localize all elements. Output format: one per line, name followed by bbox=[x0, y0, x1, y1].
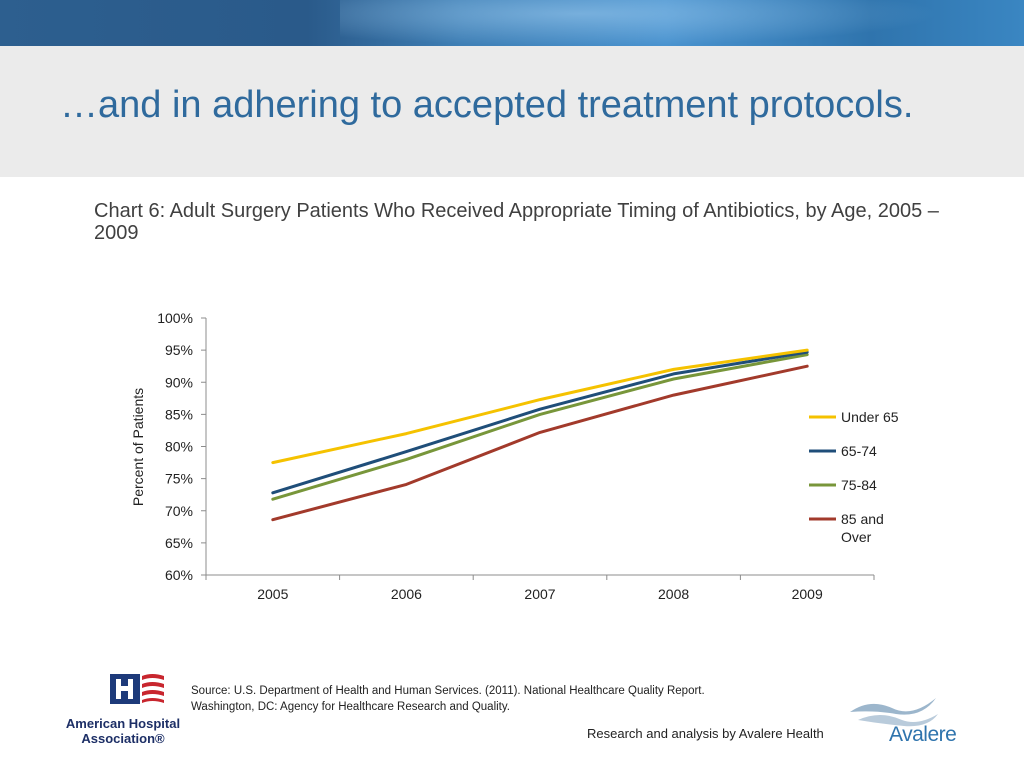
aha-name: American Hospital Association® bbox=[65, 716, 181, 746]
avalere-wave-icon bbox=[850, 698, 938, 727]
slide-title: …and in adhering to accepted treatment p… bbox=[60, 84, 914, 126]
series-line-75-84 bbox=[271, 353, 809, 501]
x-tick-label: 2008 bbox=[658, 586, 689, 602]
y-tick-label: 85% bbox=[165, 406, 193, 422]
y-tick-label: 60% bbox=[165, 567, 193, 583]
chart-title: Chart 6: Adult Surgery Patients Who Rece… bbox=[94, 200, 939, 244]
y-tick-label: 95% bbox=[165, 342, 193, 358]
source-line-1: Source: U.S. Department of Health and Hu… bbox=[191, 685, 705, 697]
series-line-85-and-over bbox=[271, 364, 809, 522]
avalere-name: Avalere bbox=[889, 723, 957, 746]
series-line-65-74 bbox=[271, 350, 809, 495]
y-tick-label: 75% bbox=[165, 471, 193, 487]
series-line-under-65 bbox=[271, 348, 809, 465]
y-tick-label: 70% bbox=[165, 503, 193, 519]
x-tick-label: 2009 bbox=[792, 586, 823, 602]
legend-label: 75-84 bbox=[841, 477, 877, 493]
credit-text: Research and analysis by Avalere Health bbox=[587, 726, 824, 741]
aha-flag-icon bbox=[110, 674, 164, 704]
x-tick-label: 2005 bbox=[257, 586, 288, 602]
x-tick-label: 2006 bbox=[391, 586, 422, 602]
y-axis-label: Percent of Patients bbox=[130, 388, 146, 506]
y-tick-label: 100% bbox=[157, 310, 193, 326]
y-tick-label: 65% bbox=[165, 535, 193, 551]
aha-logo bbox=[110, 674, 164, 704]
y-tick-label: 80% bbox=[165, 439, 193, 455]
title-band bbox=[0, 46, 1024, 177]
avalere-logo bbox=[850, 698, 938, 727]
y-tick-label: 90% bbox=[165, 374, 193, 390]
source-note: Source: U.S. Department of Health and Hu… bbox=[191, 683, 811, 715]
legend-label: 85 and Over bbox=[841, 511, 884, 545]
source-line-2: Washington, DC: Agency for Healthcare Re… bbox=[191, 701, 510, 713]
top-banner bbox=[0, 0, 1024, 46]
x-tick-label: 2007 bbox=[524, 586, 555, 602]
legend-label: Under 65 bbox=[841, 409, 899, 425]
legend-label: 65-74 bbox=[841, 443, 877, 459]
